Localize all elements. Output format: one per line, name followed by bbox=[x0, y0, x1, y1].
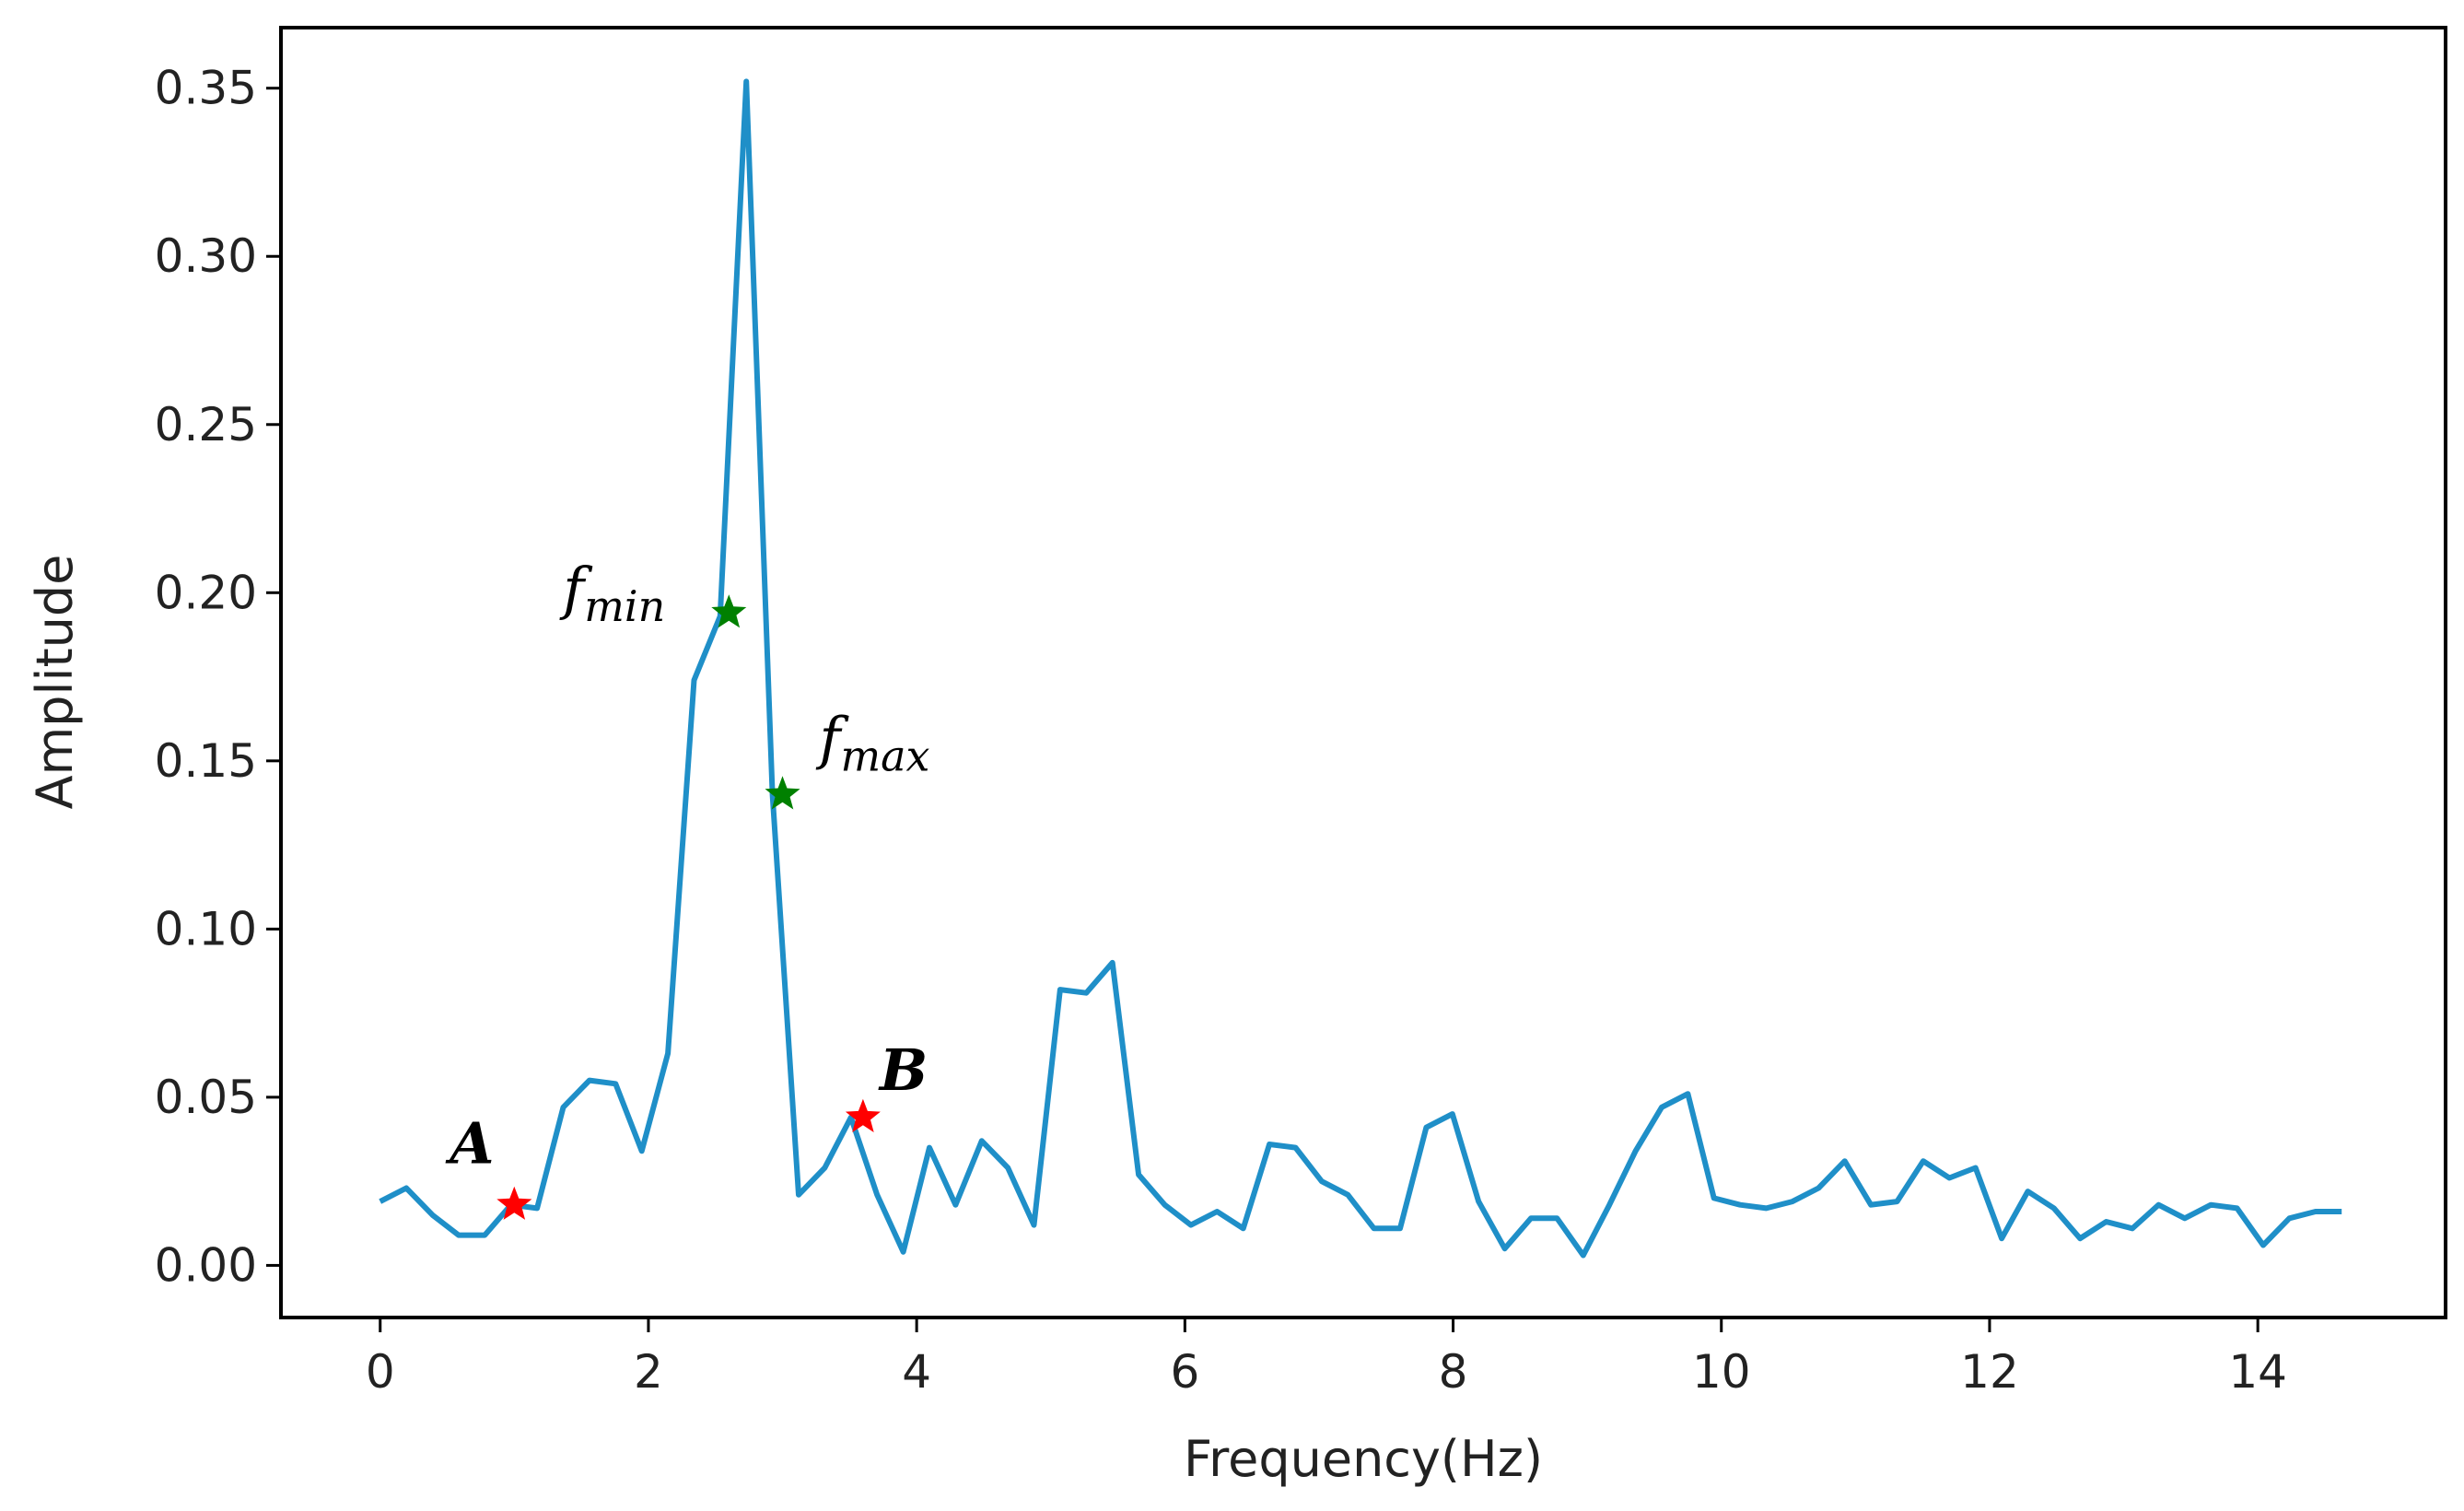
x-tick-label: 8 bbox=[1439, 1345, 1468, 1399]
y-tick-label: 0.05 bbox=[155, 1071, 257, 1124]
x-tick-label: 10 bbox=[1692, 1345, 1751, 1399]
annotation-star-marker bbox=[496, 1186, 532, 1220]
y-tick-label: 0.00 bbox=[155, 1238, 257, 1292]
annotation-label: A bbox=[445, 1110, 494, 1177]
y-axis-ticks: 0.00 0.05 0.10 0.15 0.20 0.25 0.30 0.35 bbox=[155, 62, 281, 1292]
x-tick-label: 6 bbox=[1170, 1345, 1199, 1399]
x-tick-label: 14 bbox=[2228, 1345, 2287, 1399]
plot-frame bbox=[279, 26, 2447, 1319]
annotation-label: fmin bbox=[559, 555, 665, 631]
y-tick-label: 0.15 bbox=[155, 734, 257, 788]
annotation-label: fmax bbox=[816, 704, 930, 780]
x-tick-label: 0 bbox=[366, 1345, 395, 1399]
annotation-star-marker bbox=[711, 594, 747, 628]
y-tick-label: 0.25 bbox=[155, 398, 257, 451]
annotation-label: B bbox=[878, 1037, 928, 1104]
y-axis-label: Amplitude bbox=[26, 555, 84, 810]
x-tick-label: 4 bbox=[902, 1345, 931, 1399]
y-tick-label: 0.10 bbox=[155, 902, 257, 955]
annotation-label-subscript: max bbox=[841, 731, 930, 780]
x-axis-label: Frequency(Hz) bbox=[1184, 1430, 1543, 1488]
amplitude-series-line bbox=[379, 78, 2342, 1259]
annotation-label-subscript: min bbox=[584, 581, 665, 631]
annotation-label-main: A bbox=[445, 1110, 494, 1177]
x-tick-label: 12 bbox=[1960, 1345, 2019, 1399]
annotation-star-marker bbox=[765, 776, 800, 810]
annotation-star-marker bbox=[845, 1098, 881, 1132]
annotation-label-main: B bbox=[878, 1037, 928, 1104]
y-tick-label: 0.20 bbox=[155, 566, 257, 619]
y-tick-label: 0.30 bbox=[155, 229, 257, 283]
x-axis-ticks: 0 2 4 6 8 10 12 14 bbox=[366, 1318, 2287, 1399]
x-tick-label: 2 bbox=[634, 1345, 663, 1399]
y-tick-label: 0.35 bbox=[155, 62, 257, 115]
